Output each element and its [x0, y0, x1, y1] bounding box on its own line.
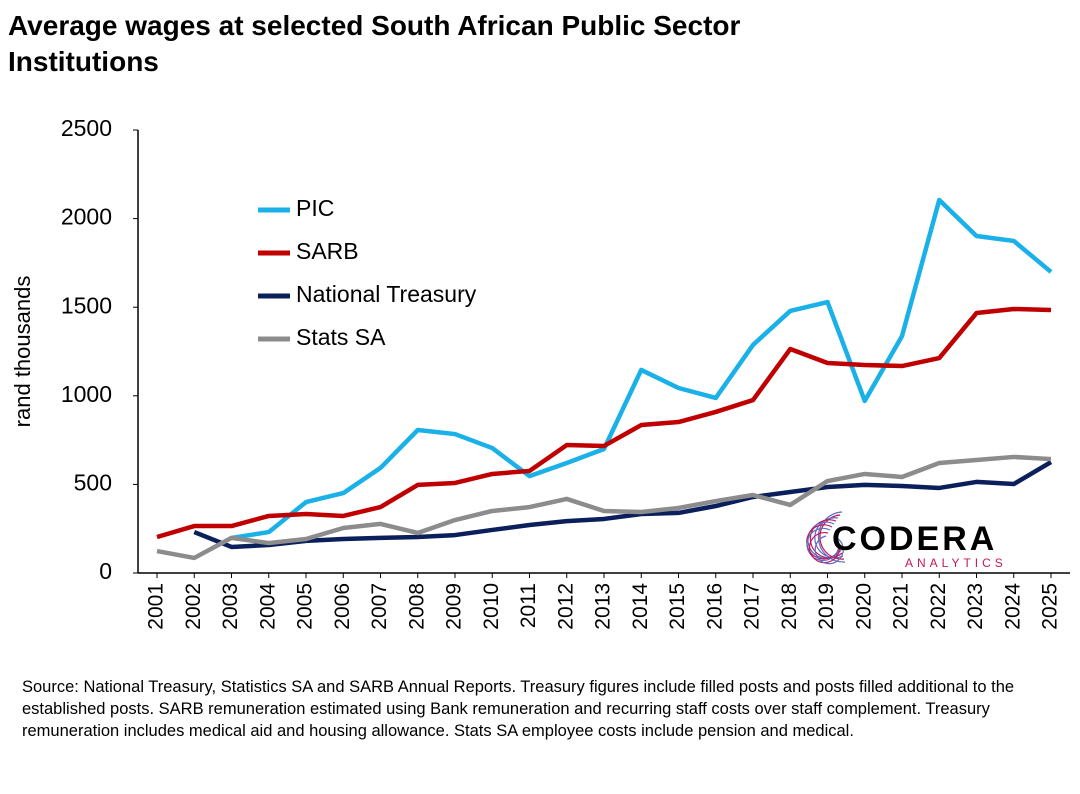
y-tick-label: 500: [74, 469, 112, 495]
y-axis-label: rand thousands: [10, 276, 35, 428]
x-tick-label: 2018: [778, 583, 801, 630]
x-tick-label: 2004: [256, 583, 279, 630]
x-tick-label: 2001: [145, 583, 168, 630]
x-tick-label: 2022: [927, 583, 950, 630]
x-tick-label: 2010: [480, 583, 503, 630]
x-tick-label: 2009: [443, 583, 466, 630]
x-tick-label: 2003: [219, 583, 242, 630]
logo-tagline: ANALYTICS: [905, 556, 1007, 570]
y-tick-label: 2000: [61, 204, 112, 230]
legend-label: PIC: [296, 195, 334, 221]
x-tick-label: 2011: [517, 583, 540, 628]
x-tick-label: 2013: [592, 583, 615, 630]
x-tick-label: 2008: [405, 583, 428, 630]
source-note: Source: National Treasury, Statistics SA…: [22, 678, 1015, 740]
x-tick-label: 2015: [666, 583, 689, 630]
x-tick-label: 2007: [368, 583, 391, 630]
x-tick-label: 2012: [554, 583, 577, 630]
x-tick-label: 2019: [815, 583, 838, 630]
y-tick-label: 1500: [61, 292, 112, 318]
logo-arc: [806, 524, 841, 560]
chart-title: Average wages at selected South African …: [8, 10, 741, 77]
x-tick-label: 2020: [852, 583, 875, 630]
legend-label: National Treasury: [296, 281, 477, 307]
logo-arc: [808, 531, 841, 564]
x-tick-label: 2005: [294, 583, 317, 630]
series-line: [156, 306, 1052, 540]
series-line: [231, 197, 1053, 541]
y-tick-label: 0: [99, 558, 112, 584]
logo-name: CODERA: [832, 520, 997, 558]
x-tick-label: 2023: [964, 583, 987, 630]
logo-arc: [806, 527, 840, 561]
series-line: [156, 454, 1052, 561]
logo-arc: [814, 535, 844, 565]
x-tick-label: 2025: [1039, 583, 1062, 630]
x-tick-label: 2017: [741, 583, 764, 630]
legend-label: Stats SA: [296, 324, 386, 350]
y-tick-label: 1000: [61, 381, 112, 407]
legend-label: SARB: [296, 238, 359, 264]
y-tick-label: 2500: [61, 115, 112, 141]
x-tick-label: 2006: [331, 583, 354, 630]
x-tick-label: 2024: [1001, 583, 1024, 630]
series-line: [193, 460, 1053, 550]
x-tick-label: 2014: [629, 583, 652, 630]
x-tick-label: 2016: [703, 583, 726, 630]
x-tick-label: 2002: [182, 583, 205, 630]
logo-arc: [817, 511, 846, 563]
x-tick-label: 2021: [890, 583, 913, 630]
